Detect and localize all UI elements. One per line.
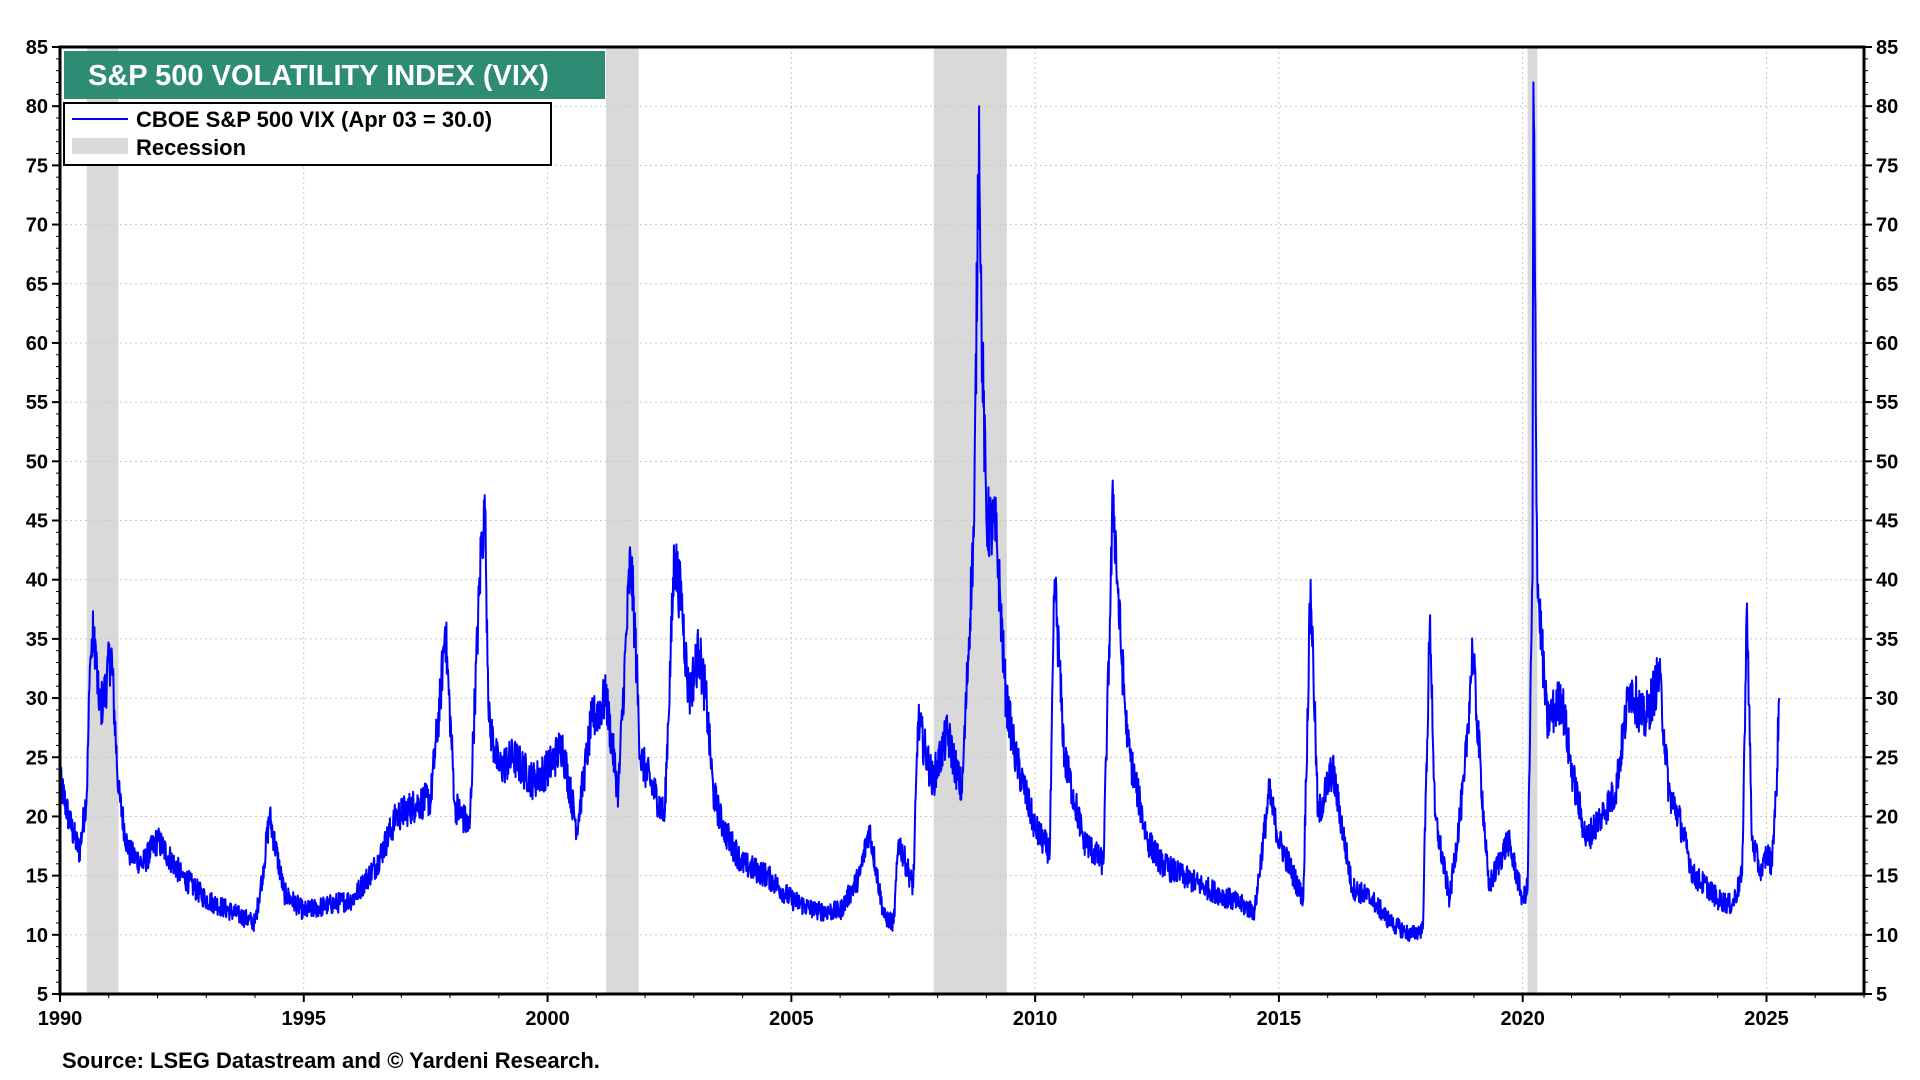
y-tick-label-right: 50 <box>1876 451 1898 473</box>
x-tick-label: 1995 <box>282 1008 327 1030</box>
y-tick-label-left: 20 <box>26 806 48 828</box>
legend-box <box>63 102 552 166</box>
y-tick-label-right: 15 <box>1876 866 1898 888</box>
y-tick-label-right: 35 <box>1876 629 1898 651</box>
source-note: Source: LSEG Datastream and © Yardeni Re… <box>62 1048 600 1073</box>
y-tick-label-left: 35 <box>26 629 48 651</box>
series-layer <box>59 81 1781 942</box>
series-line-vix <box>59 81 1781 942</box>
recession-band-0 <box>86 47 119 994</box>
x-tick-label: 2010 <box>1013 1008 1058 1030</box>
y-tick-label-left: 60 <box>26 333 48 355</box>
legend: CBOE S&P 500 VIX (Apr 03 = 30.0) Recessi… <box>63 102 552 166</box>
y-tick-label-left: 5 <box>37 984 48 1006</box>
y-tick-label-left: 65 <box>26 274 48 296</box>
x-tick-label: 2015 <box>1257 1008 1302 1030</box>
y-tick-label-right: 75 <box>1876 155 1898 177</box>
chart-title: S&P 500 VOLATILITY INDEX (VIX) <box>88 60 549 92</box>
recession-bands <box>86 47 1538 994</box>
legend-label-recession: Recession <box>136 135 246 160</box>
x-tick-label: 1990 <box>38 1008 83 1030</box>
chart-title-box: S&P 500 VOLATILITY INDEX (VIX) <box>64 51 605 99</box>
y-tick-label-right: 85 <box>1876 37 1898 59</box>
x-tick-label: 2025 <box>1744 1008 1789 1030</box>
y-tick-label-left: 25 <box>26 747 48 769</box>
y-tick-label-left: 40 <box>26 570 48 592</box>
y-tick-label-right: 65 <box>1876 274 1898 296</box>
y-tick-label-right: 80 <box>1876 96 1898 118</box>
y-tick-label-right: 45 <box>1876 511 1898 533</box>
y-tick-label-right: 40 <box>1876 570 1898 592</box>
y-tick-label-right: 55 <box>1876 392 1898 414</box>
legend-label-vix: CBOE S&P 500 VIX (Apr 03 = 30.0) <box>136 107 492 132</box>
y-tick-label-left: 70 <box>26 215 48 237</box>
y-tick-label-left: 55 <box>26 392 48 414</box>
legend-recession-swatch <box>72 138 128 154</box>
y-tick-label-left: 75 <box>26 155 48 177</box>
y-tick-label-right: 20 <box>1876 806 1898 828</box>
y-tick-label-left: 50 <box>26 451 48 473</box>
y-tick-label-right: 5 <box>1876 984 1887 1006</box>
y-tick-label-right: 10 <box>1876 925 1898 947</box>
x-tick-label: 2005 <box>769 1008 814 1030</box>
y-tick-label-right: 70 <box>1876 215 1898 237</box>
y-tick-label-right: 60 <box>1876 333 1898 355</box>
x-tick-label: 2020 <box>1500 1008 1545 1030</box>
chart-title-background <box>64 51 605 99</box>
y-tick-label-left: 10 <box>26 925 48 947</box>
y-tick-label-left: 45 <box>26 511 48 533</box>
y-tick-label-left: 85 <box>26 37 48 59</box>
y-tick-label-left: 30 <box>26 688 48 710</box>
x-tick-label: 2000 <box>525 1008 570 1030</box>
y-tick-label-left: 80 <box>26 96 48 118</box>
y-tick-label-left: 15 <box>26 866 48 888</box>
y-tick-label-right: 30 <box>1876 688 1898 710</box>
y-tick-label-right: 25 <box>1876 747 1898 769</box>
